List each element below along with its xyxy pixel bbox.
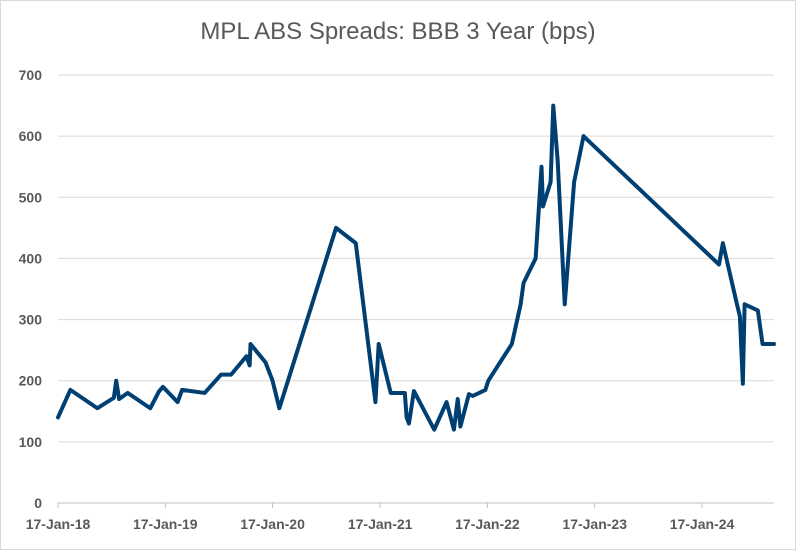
x-tick-label: 17-Jan-22 [455, 516, 520, 532]
series-line [56, 103, 776, 432]
x-tick-label: 17-Jan-24 [670, 516, 735, 532]
gridlines [58, 74, 774, 443]
y-tick-label: 0 [34, 495, 42, 511]
y-tick-label: 100 [19, 434, 43, 450]
x-tick-label: 17-Jan-21 [348, 516, 413, 532]
x-tick-label: 17-Jan-23 [562, 516, 627, 532]
y-tick-label: 400 [19, 250, 43, 266]
x-tick-label: 17-Jan-19 [133, 516, 198, 532]
x-tick-label: 17-Jan-20 [240, 516, 305, 532]
y-tick-label: 500 [19, 189, 43, 205]
y-tick-label: 300 [19, 312, 43, 328]
y-tick-label: 700 [19, 67, 43, 83]
y-axis-ticks: 0 100 200 300 400 500 600 700 [19, 67, 43, 511]
x-axis-tick-marks [57, 503, 703, 508]
y-tick-label: 200 [19, 373, 43, 389]
y-tick-label: 600 [19, 128, 43, 144]
series-points [56, 104, 776, 432]
chart-title: MPL ABS Spreads: BBB 3 Year (bps) [200, 18, 596, 45]
x-tick-label: 17-Jan-18 [26, 516, 91, 532]
x-axis-ticks: 17-Jan-18 17-Jan-19 17-Jan-20 17-Jan-21 17-J… [26, 516, 735, 532]
